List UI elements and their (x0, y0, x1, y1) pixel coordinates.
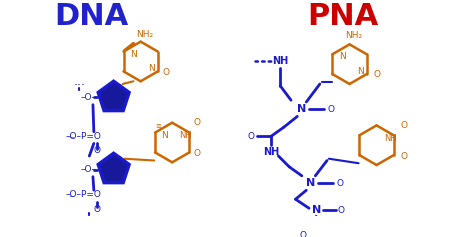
Text: O: O (94, 146, 101, 155)
Text: N: N (148, 64, 155, 73)
Text: O: O (247, 132, 254, 141)
Text: N: N (311, 205, 321, 215)
Text: N: N (339, 52, 346, 61)
Text: O: O (163, 68, 169, 77)
Text: –O–P=O: –O–P=O (65, 190, 101, 199)
Text: ⁻: ⁻ (68, 194, 74, 204)
Polygon shape (98, 153, 129, 183)
Text: O: O (336, 178, 343, 187)
Text: NH: NH (179, 131, 192, 140)
Text: NH: NH (263, 146, 279, 156)
Text: DNA: DNA (54, 2, 128, 31)
Text: N: N (357, 67, 364, 76)
Text: O: O (194, 118, 201, 127)
Text: ≡: ≡ (156, 123, 162, 129)
Polygon shape (98, 81, 129, 111)
Text: O: O (338, 205, 345, 214)
Text: N: N (130, 50, 137, 59)
Text: O: O (400, 121, 407, 130)
Text: PNA: PNA (308, 2, 379, 31)
Text: –O–P=O: –O–P=O (65, 132, 101, 141)
Text: O: O (94, 205, 101, 214)
Text: O: O (400, 151, 407, 160)
Text: O: O (299, 231, 306, 237)
Text: O: O (194, 149, 201, 158)
Text: NH: NH (383, 133, 396, 142)
Text: O: O (116, 84, 122, 93)
Text: NH: NH (272, 56, 288, 66)
Text: NH₂: NH₂ (137, 30, 154, 39)
Text: O: O (373, 70, 380, 79)
Text: O: O (116, 156, 122, 165)
Text: NH₂: NH₂ (346, 31, 363, 40)
Text: ...: ... (73, 75, 85, 88)
Text: –O–: –O– (81, 165, 96, 174)
Text: ⁻: ⁻ (68, 136, 74, 146)
Text: N: N (297, 104, 307, 114)
Text: N: N (306, 178, 316, 188)
Text: O: O (327, 105, 334, 114)
Text: –O–: –O– (81, 93, 96, 102)
Text: N: N (162, 131, 168, 140)
